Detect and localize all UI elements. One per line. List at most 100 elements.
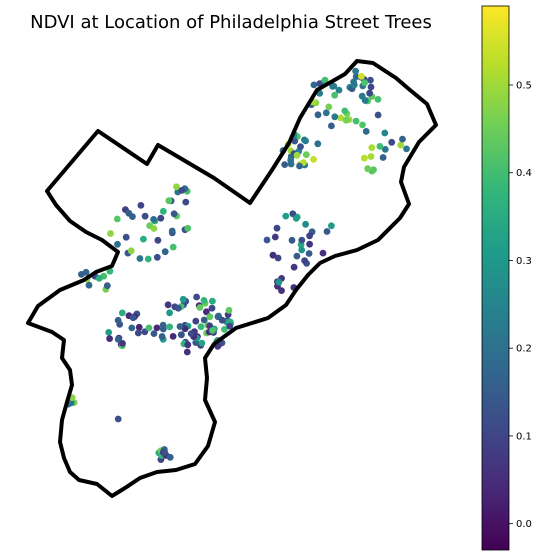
colorbar-tick-label: 0.1 — [516, 431, 532, 442]
tree-point — [135, 323, 143, 331]
tree-point — [399, 135, 406, 143]
tree-point — [178, 331, 185, 339]
tree-point — [206, 313, 214, 321]
tree-point — [293, 252, 301, 260]
tree-point — [159, 207, 167, 215]
tree-point — [150, 216, 158, 223]
tree-point — [183, 348, 191, 356]
tree-point — [269, 251, 277, 259]
tree-point — [107, 230, 114, 237]
tree-point — [352, 117, 360, 125]
tree-point — [374, 96, 382, 103]
tree-point — [137, 202, 145, 209]
tree-point — [136, 255, 144, 262]
tree-point — [306, 240, 313, 248]
tree-point — [314, 111, 322, 119]
tree-point — [95, 275, 103, 282]
tree-point — [310, 156, 317, 163]
colorbar-gradient — [481, 5, 510, 551]
tree-point — [161, 449, 169, 456]
tree-point — [302, 137, 309, 145]
tree-point — [350, 78, 357, 86]
tree-point — [113, 215, 121, 223]
tree-point — [114, 415, 122, 423]
tree-point — [225, 306, 233, 314]
tree-point — [192, 317, 200, 325]
tree-point — [166, 323, 174, 331]
tree-point — [331, 91, 339, 99]
tree-point — [341, 107, 349, 115]
tree-points-layer — [64, 67, 410, 463]
tree-point — [273, 224, 281, 232]
tree-point — [364, 165, 372, 173]
tree-point — [302, 151, 310, 159]
tree-point — [165, 197, 173, 205]
tree-point — [288, 236, 296, 244]
tree-point — [150, 225, 158, 232]
tree-point — [367, 153, 375, 160]
tree-point — [129, 314, 137, 322]
tree-point — [359, 121, 366, 129]
tree-point — [166, 309, 174, 317]
tree-point — [197, 323, 205, 331]
tree-point — [290, 263, 298, 271]
tree-point — [322, 109, 330, 117]
tree-point — [209, 327, 216, 334]
tree-point — [127, 247, 135, 255]
tree-point — [119, 340, 126, 347]
tree-point — [200, 316, 208, 324]
tree-point — [310, 81, 318, 89]
tree-point — [275, 278, 283, 286]
tree-point — [296, 162, 303, 170]
tree-point — [381, 146, 389, 153]
tree-point — [157, 214, 165, 222]
tree-point — [397, 141, 405, 149]
tree-point — [218, 316, 226, 324]
tree-point — [328, 122, 335, 130]
map-title: NDVI at Location of Philadelphia Street … — [30, 12, 432, 33]
tree-point — [169, 243, 177, 251]
tree-point — [271, 233, 279, 241]
tree-point — [335, 86, 343, 94]
tree-point — [159, 325, 167, 333]
tree-point — [293, 151, 301, 159]
tree-point — [178, 187, 186, 194]
tree-point — [274, 254, 282, 262]
tree-point — [203, 308, 210, 316]
tree-point — [179, 295, 187, 303]
tree-point — [129, 213, 136, 221]
tree-point — [85, 281, 93, 289]
colorbar-ticks: 0.5 0.4 0.3 0.2 0.1 0.0 — [509, 80, 532, 530]
colorbar-tick-label: 0.5 — [516, 80, 532, 91]
tree-point — [161, 248, 169, 256]
tree-point — [379, 154, 387, 161]
tree-point — [164, 301, 172, 309]
tree-point — [226, 322, 234, 330]
tree-point — [297, 143, 304, 151]
tree-point — [278, 287, 285, 294]
tree-point — [193, 293, 201, 301]
colorbar-tick-label: 0.2 — [516, 344, 532, 355]
tree-point — [403, 145, 410, 153]
tree-point — [263, 236, 271, 244]
tree-point — [358, 72, 365, 80]
tree-point — [158, 333, 166, 340]
tree-point — [361, 154, 368, 162]
tree-point — [366, 89, 373, 97]
tree-point — [330, 82, 338, 90]
tree-point — [367, 83, 375, 91]
tree-point — [342, 116, 350, 124]
tree-point — [362, 127, 370, 135]
tree-point — [376, 143, 384, 150]
tree-point — [173, 183, 180, 191]
tree-point — [176, 323, 184, 330]
tree-point — [184, 341, 192, 349]
tree-point — [122, 233, 130, 241]
colorbar-tick-label: 0.0 — [516, 519, 532, 530]
tree-point — [166, 453, 174, 461]
tree-point — [141, 212, 149, 220]
tree-point — [114, 316, 122, 324]
tree-point — [321, 76, 329, 84]
tree-point — [134, 329, 142, 337]
tree-point — [144, 255, 152, 263]
